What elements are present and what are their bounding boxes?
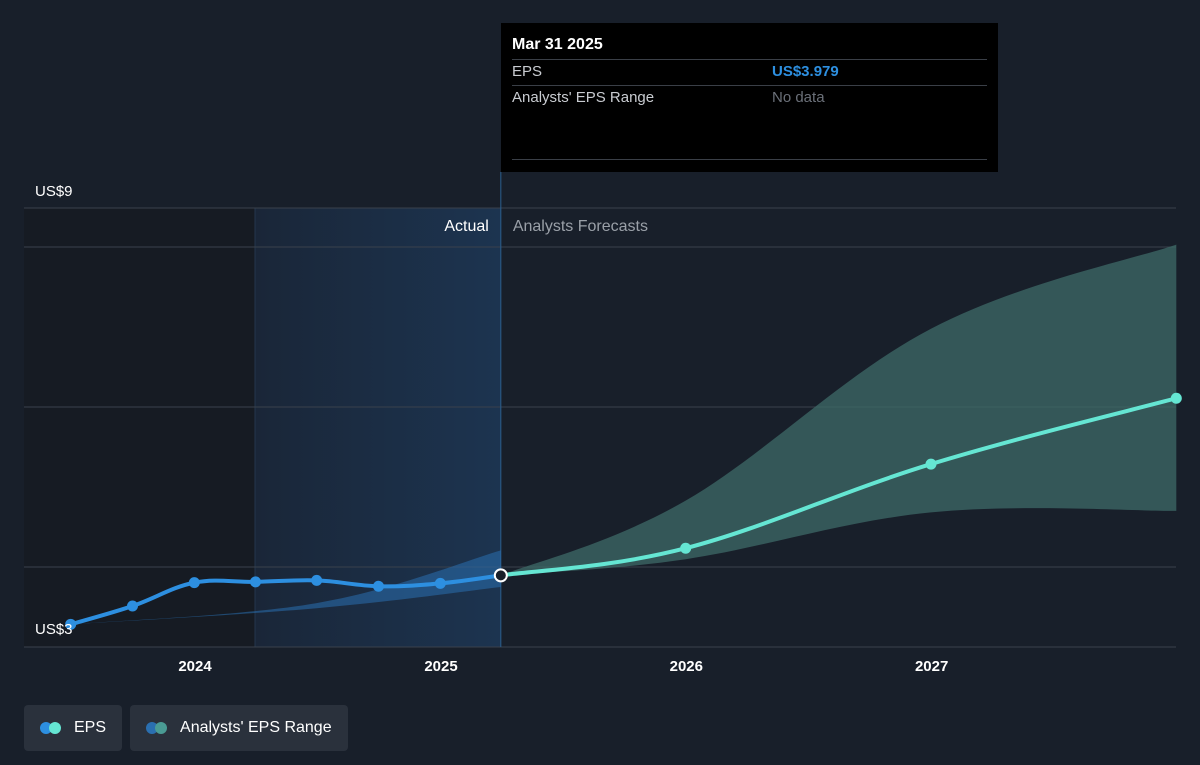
tooltip-eps-label: EPS [512, 63, 543, 80]
legend-item-eps[interactable]: EPS [24, 705, 123, 751]
tooltip-date: Mar 31 2025 [512, 36, 603, 53]
tooltip-range-value: No data [772, 89, 825, 106]
actual-eps-point [188, 577, 200, 589]
actual-eps-point [434, 577, 446, 589]
eps-legend-dot-forecast [49, 722, 61, 734]
forecast-eps-line [498, 396, 1179, 578]
section-label-forecast: Analysts Forecasts [513, 218, 648, 235]
tooltip-row-range: Analysts' EPS Range No data [512, 85, 987, 111]
legend-label-range: Analysts' EPS Range [180, 719, 332, 736]
forecast-range-area [500, 244, 1177, 576]
actual-eps-point [65, 618, 77, 630]
x-tick-label: 2027 [915, 658, 948, 675]
actual-eps-point [311, 574, 323, 586]
section-label-actual: Actual [444, 218, 488, 235]
actual-eps-point [372, 580, 384, 592]
eps-legend-dots-icon [40, 722, 64, 734]
range-legend-dots-icon [146, 722, 170, 734]
legend: EPS Analysts' EPS Range [24, 705, 348, 751]
y-tick-top: US$9 [35, 183, 73, 200]
eps-point-selected [493, 568, 508, 583]
actual-eps-point [249, 576, 261, 588]
past-area [24, 208, 255, 647]
actual-range-area [70, 550, 501, 625]
range-legend-dot-forecast [155, 722, 168, 734]
tooltip-divider [512, 159, 987, 160]
forecast-eps-point [925, 458, 937, 470]
tooltip: Mar 31 2025 EPS US$3.979 Analysts' EPS R… [501, 23, 998, 172]
x-tick-label: 2025 [424, 658, 457, 675]
tooltip-range-label: Analysts' EPS Range [512, 89, 655, 106]
actual-eps-point [126, 600, 138, 612]
x-tick-label: 2024 [178, 658, 212, 675]
tooltip-row-eps: EPS US$3.979 [512, 59, 987, 85]
tooltip-eps-value: US$3.979 [772, 63, 839, 80]
x-tick-label: 2026 [670, 658, 703, 675]
forecast-eps-point [680, 542, 692, 554]
forecast-eps-point [1170, 392, 1182, 404]
legend-label-eps: EPS [74, 719, 107, 736]
legend-item-range[interactable]: Analysts' EPS Range [130, 705, 348, 751]
y-tick-bottom: US$3 [35, 621, 73, 638]
